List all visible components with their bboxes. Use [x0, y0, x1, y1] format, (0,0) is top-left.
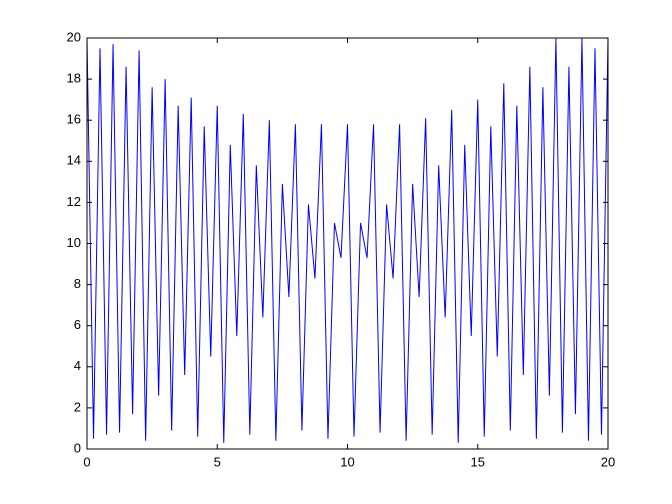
y-tick-label: 10	[67, 235, 81, 250]
x-tick-label: 15	[471, 454, 485, 469]
x-tick-label: 20	[601, 454, 615, 469]
y-tick-label: 0	[74, 440, 81, 455]
y-tick-label: 16	[67, 112, 81, 127]
y-tick-label: 8	[74, 276, 81, 291]
y-tick-label: 4	[74, 358, 81, 373]
data-line	[86, 37, 609, 443]
x-tick-label: 5	[214, 454, 221, 469]
plot-area	[86, 37, 609, 443]
y-tick-label: 14	[67, 153, 81, 168]
y-tick-label: 12	[67, 194, 81, 209]
x-tick-label: 10	[340, 454, 354, 469]
y-tick-label: 18	[67, 71, 81, 86]
y-tick-label: 6	[74, 317, 81, 332]
y-tick-label: 2	[74, 399, 81, 414]
y-tick-label: 20	[67, 29, 81, 44]
x-tick-label: 0	[83, 454, 90, 469]
